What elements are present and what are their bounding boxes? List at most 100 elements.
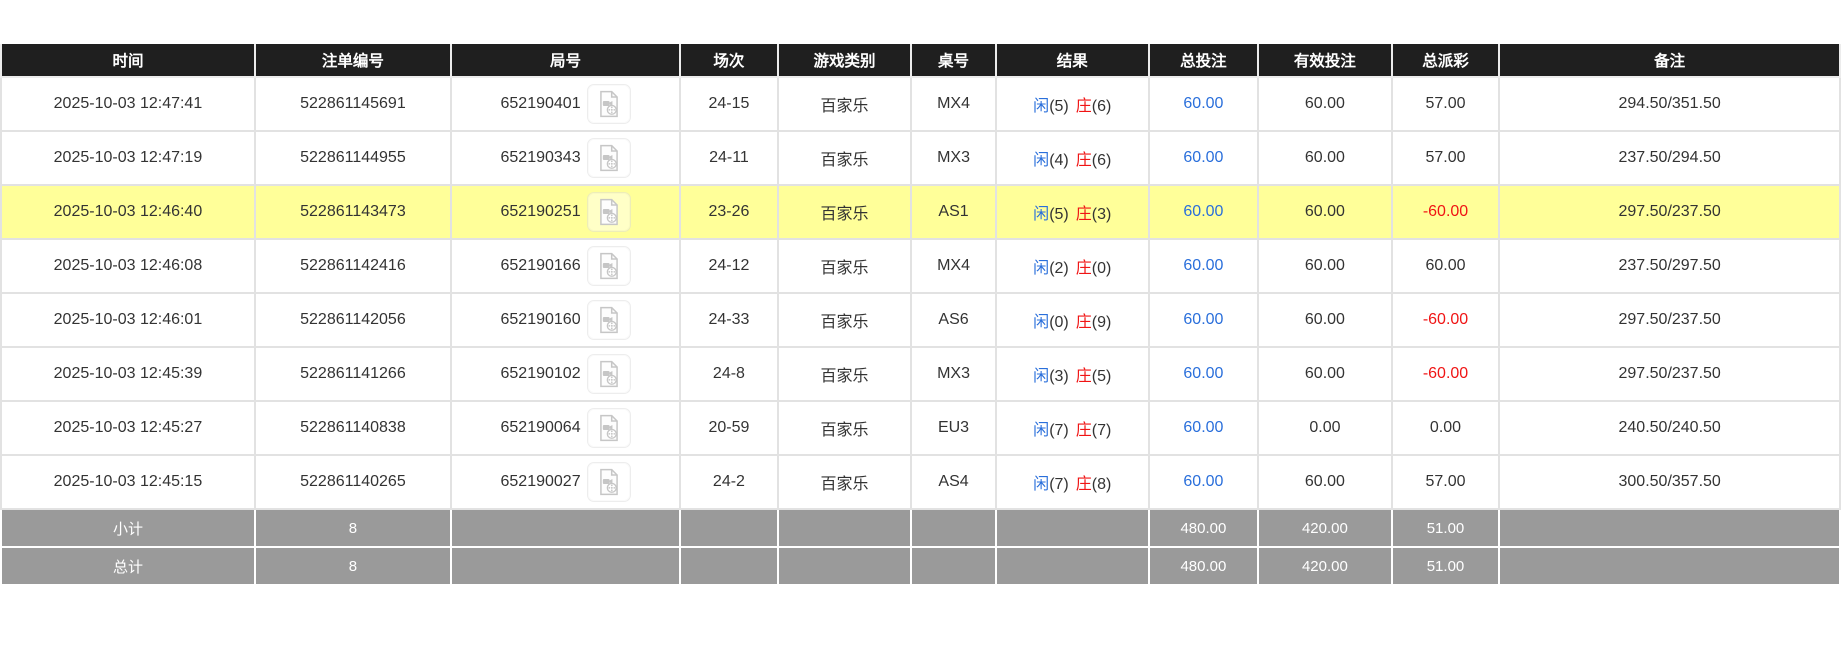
- column-header-payout: 总派彩: [1392, 44, 1501, 78]
- result-player-label: 闲: [1033, 422, 1050, 439]
- cell-total-bet: 60.00: [1149, 348, 1260, 402]
- cell-round: 652190064: [451, 402, 682, 456]
- video-replay-button[interactable]: [586, 462, 631, 502]
- video-file-icon: [599, 198, 618, 226]
- result-player-label: 闲: [1033, 152, 1050, 169]
- summary-payout-cell: 51.00: [1392, 510, 1501, 548]
- result-banker-value: (5): [1091, 368, 1112, 385]
- table-row[interactable]: 2025-10-03 12:45:27 522861140838 6521900…: [0, 402, 1841, 456]
- cell-game-type: 百家乐: [778, 348, 913, 402]
- cell-round: 652190166: [451, 240, 682, 294]
- cell-total-bet: 60.00: [1149, 132, 1260, 186]
- table-row[interactable]: 2025-10-03 12:45:39 522861141266 6521901…: [0, 348, 1841, 402]
- bet-id-text: 522861142416: [300, 257, 406, 274]
- cell-result: 闲(5) 庄(3): [996, 186, 1150, 240]
- time-text: 2025-10-03 12:45:27: [53, 419, 203, 436]
- game-type-text: 百家乐: [820, 368, 869, 385]
- table-code-text: MX4: [937, 95, 970, 112]
- video-replay-button[interactable]: [586, 84, 631, 124]
- table-row[interactable]: 2025-10-03 12:47:19 522861144955 6521903…: [0, 132, 1841, 186]
- result-banker-label: 庄: [1075, 476, 1092, 493]
- video-replay-button[interactable]: [586, 138, 631, 178]
- table-row[interactable]: 2025-10-03 12:45:15 522861140265 6521900…: [0, 456, 1841, 510]
- session-text: 24-33: [708, 311, 750, 328]
- video-replay-button[interactable]: [586, 192, 631, 232]
- total-bet-link[interactable]: 60.00: [1183, 419, 1224, 436]
- game-type-text: 百家乐: [820, 314, 869, 331]
- session-text: 24-11: [709, 149, 749, 166]
- cell-result: 闲(5) 庄(6): [996, 78, 1150, 132]
- round-number-text: 652190160: [500, 311, 581, 328]
- summary-label: 总计: [112, 558, 143, 576]
- summary-empty-table-code: [912, 510, 997, 548]
- cell-time: 2025-10-03 12:45:27: [0, 402, 256, 456]
- table-row[interactable]: 2025-10-03 12:46:40 522861143473 6521902…: [0, 186, 1841, 240]
- total-bet-link[interactable]: 60.00: [1183, 311, 1224, 328]
- summary-total-bet: 480.00: [1180, 557, 1227, 575]
- cell-valid-bet: 60.00: [1259, 78, 1393, 132]
- column-header-game-type: 游戏类别: [778, 44, 913, 78]
- total-bet-link[interactable]: 60.00: [1183, 473, 1224, 490]
- round-wrap: 652190251: [501, 192, 631, 232]
- result-banker-value: (6): [1091, 98, 1112, 115]
- table-code-text: MX4: [937, 257, 970, 274]
- cell-remark: 300.50/357.50: [1500, 456, 1841, 510]
- cell-total-bet: 60.00: [1149, 294, 1260, 348]
- session-text: 24-15: [708, 95, 750, 112]
- column-header-total-bet: 总投注: [1149, 44, 1260, 78]
- round-wrap: 652190064: [501, 408, 631, 448]
- cell-total-bet: 60.00: [1149, 78, 1260, 132]
- total-bet-link[interactable]: 60.00: [1183, 149, 1224, 166]
- video-file-icon: [599, 360, 618, 388]
- bet-id-text: 522861142056: [300, 311, 406, 328]
- cell-remark: 237.50/294.50: [1500, 132, 1841, 186]
- bet-id-text: 522861141266: [300, 365, 406, 382]
- remark-text: 237.50/297.50: [1618, 257, 1721, 274]
- video-replay-button[interactable]: [586, 246, 631, 286]
- valid-bet-text: 60.00: [1304, 149, 1345, 166]
- cell-time: 2025-10-03 12:46:40: [0, 186, 256, 240]
- video-file-icon: [599, 144, 618, 172]
- cell-session: 24-11: [681, 132, 779, 186]
- result-player-value: (3): [1049, 368, 1069, 385]
- cell-payout: -60.00: [1392, 348, 1501, 402]
- table-row[interactable]: 2025-10-03 12:46:08 522861142416 6521901…: [0, 240, 1841, 294]
- remark-text: 240.50/240.50: [1618, 419, 1721, 436]
- video-replay-button[interactable]: [586, 408, 631, 448]
- page: 时间 注单编号 局号 场次 游戏类别 桌号 结果 总投注 有效投注 总派彩 备注 2025-10-0…: [0, 44, 1841, 586]
- cell-result: 闲(4) 庄(6): [996, 132, 1150, 186]
- cell-bet-id: 522861143473: [255, 186, 452, 240]
- time-text: 2025-10-03 12:46:40: [53, 203, 203, 220]
- total-bet-link[interactable]: 60.00: [1183, 365, 1224, 382]
- video-file-icon: [599, 414, 618, 442]
- bet-id-text: 522861140265: [300, 473, 406, 490]
- cell-game-type: 百家乐: [778, 402, 913, 456]
- session-text: 23-26: [708, 203, 750, 220]
- table-row[interactable]: 2025-10-03 12:47:41 522861145691 6521904…: [0, 78, 1841, 132]
- cell-valid-bet: 60.00: [1259, 456, 1393, 510]
- video-replay-button[interactable]: [586, 354, 631, 394]
- summary-row: 总计 8 480.00 420.00 51.00: [0, 548, 1841, 586]
- video-replay-button[interactable]: [586, 300, 631, 340]
- session-text: 20-59: [708, 419, 750, 436]
- cell-remark: 294.50/351.50: [1500, 78, 1841, 132]
- payout-text: 57.00: [1425, 473, 1466, 490]
- cell-remark: 237.50/297.50: [1500, 240, 1841, 294]
- total-bet-link[interactable]: 60.00: [1183, 203, 1224, 220]
- summary-empty-result: [996, 510, 1150, 548]
- total-bet-link[interactable]: 60.00: [1183, 257, 1224, 274]
- column-header-table-code: 桌号: [912, 44, 997, 78]
- column-header-valid-bet: 有效投注: [1259, 44, 1393, 78]
- bet-id-text: 522861140838: [300, 419, 406, 436]
- cell-game-type: 百家乐: [778, 294, 913, 348]
- summary-payout-cell: 51.00: [1392, 548, 1501, 586]
- cell-valid-bet: 60.00: [1259, 240, 1393, 294]
- table-row[interactable]: 2025-10-03 12:46:01 522861142056 6521901…: [0, 294, 1841, 348]
- table-header: 时间 注单编号 局号 场次 游戏类别 桌号 结果 总投注 有效投注 总派彩 备注: [0, 44, 1841, 78]
- cell-game-type: 百家乐: [778, 456, 913, 510]
- cell-round: 652190102: [451, 348, 682, 402]
- cell-total-bet: 60.00: [1149, 186, 1260, 240]
- cell-remark: 240.50/240.50: [1500, 402, 1841, 456]
- total-bet-link[interactable]: 60.00: [1183, 95, 1224, 112]
- result-player-value: (7): [1049, 422, 1069, 439]
